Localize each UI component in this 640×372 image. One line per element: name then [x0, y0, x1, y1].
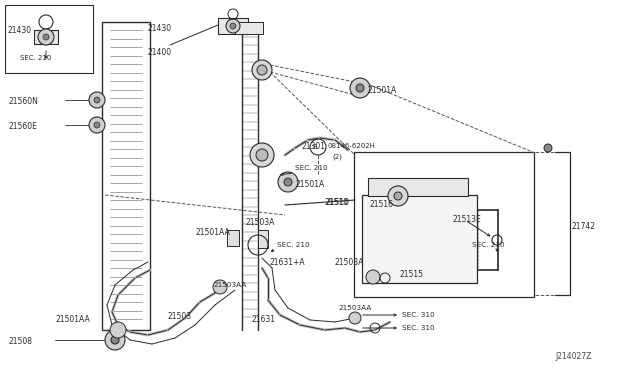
Circle shape	[257, 65, 267, 75]
Bar	[34, 30, 58, 44]
Bar	[227, 230, 239, 246]
Bar	[218, 18, 248, 34]
Text: SEC. 210: SEC. 210	[20, 55, 51, 61]
Text: 21510: 21510	[325, 198, 349, 207]
Text: (2): (2)	[332, 153, 342, 160]
Text: SEC. 210: SEC. 210	[277, 242, 310, 248]
Bar	[368, 178, 468, 196]
Text: 21430: 21430	[7, 26, 31, 35]
Circle shape	[111, 336, 119, 344]
Circle shape	[250, 143, 274, 167]
Circle shape	[388, 186, 408, 206]
Circle shape	[366, 270, 380, 284]
Circle shape	[89, 92, 105, 108]
Text: 21430: 21430	[148, 24, 172, 33]
Text: 21503AA: 21503AA	[338, 305, 371, 311]
Circle shape	[226, 19, 240, 33]
Text: 21503: 21503	[168, 312, 192, 321]
Circle shape	[356, 84, 364, 92]
Text: 21501A: 21501A	[296, 180, 325, 189]
Circle shape	[544, 144, 552, 152]
Text: 21503A: 21503A	[246, 218, 275, 227]
Text: SEC. 210: SEC. 210	[295, 165, 328, 171]
Bar	[354, 152, 534, 297]
Text: 21515: 21515	[400, 270, 424, 279]
Circle shape	[350, 78, 370, 98]
Circle shape	[394, 192, 402, 200]
Text: 21501AA: 21501AA	[55, 315, 90, 324]
Text: B: B	[312, 144, 317, 150]
Circle shape	[284, 178, 292, 186]
Circle shape	[252, 60, 272, 80]
Circle shape	[105, 330, 125, 350]
Circle shape	[230, 23, 236, 29]
Circle shape	[278, 172, 298, 192]
Text: 21631: 21631	[252, 315, 276, 324]
Text: 21560E: 21560E	[8, 122, 37, 131]
Text: 21742: 21742	[572, 222, 596, 231]
Text: 21510: 21510	[326, 198, 350, 207]
Circle shape	[213, 280, 227, 294]
Circle shape	[38, 29, 54, 45]
Text: 21508: 21508	[8, 337, 32, 346]
Text: 21501AA: 21501AA	[196, 228, 231, 237]
Circle shape	[89, 117, 105, 133]
Text: 21513E: 21513E	[453, 215, 482, 224]
Text: 21400: 21400	[148, 48, 172, 57]
Text: SEC. 310: SEC. 310	[402, 312, 435, 318]
Circle shape	[349, 312, 361, 324]
Bar	[362, 195, 477, 283]
Circle shape	[43, 34, 49, 40]
Text: 21560N: 21560N	[8, 97, 38, 106]
Text: 21631+A: 21631+A	[270, 258, 306, 267]
Text: 21503AA: 21503AA	[213, 282, 246, 288]
Circle shape	[94, 122, 100, 128]
Circle shape	[110, 322, 126, 338]
Text: 08146-6202H: 08146-6202H	[328, 143, 376, 149]
Bar	[102, 22, 150, 330]
Text: 21516: 21516	[370, 200, 394, 209]
Text: J214027Z: J214027Z	[555, 352, 591, 361]
Bar	[258, 230, 268, 248]
Text: SEC. 310: SEC. 310	[402, 325, 435, 331]
Bar	[5, 5, 93, 73]
Text: SEC. 210: SEC. 210	[472, 242, 504, 248]
Bar	[235, 22, 263, 34]
Circle shape	[94, 97, 100, 103]
Circle shape	[256, 149, 268, 161]
Text: 21301: 21301	[302, 142, 326, 151]
Text: 21501A: 21501A	[368, 86, 397, 95]
Text: 21503A: 21503A	[335, 258, 364, 267]
